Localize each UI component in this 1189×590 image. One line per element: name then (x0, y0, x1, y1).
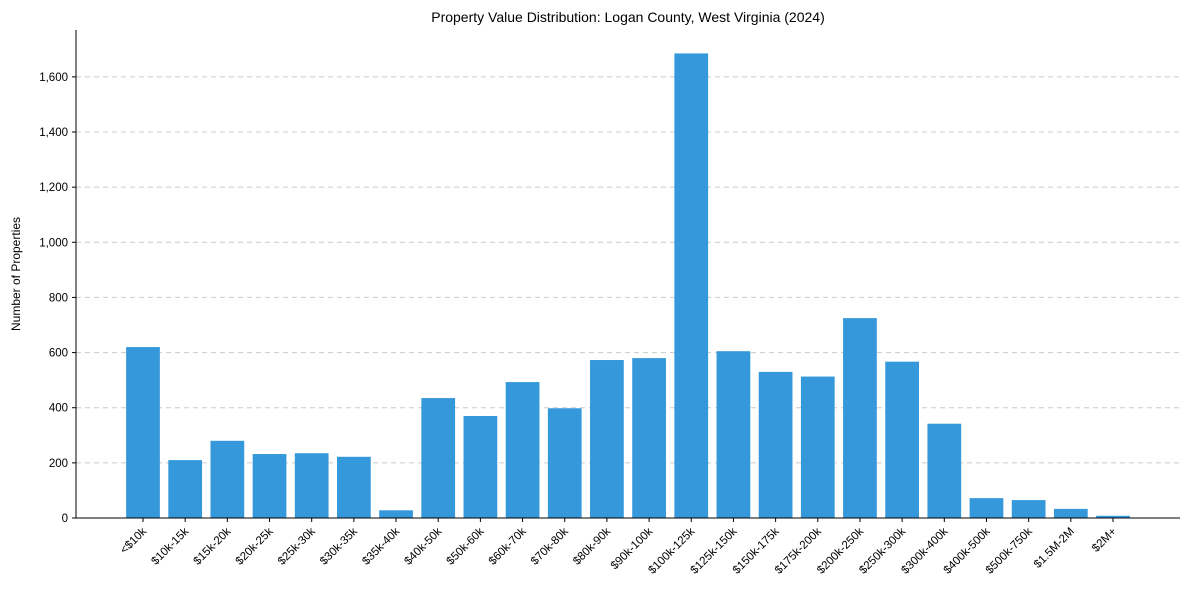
x-tick-label: $35k-40k (360, 525, 402, 567)
y-tick-label: 1,000 (39, 237, 68, 249)
grid-lines (76, 76, 1180, 464)
y-tick-label: 600 (49, 348, 68, 360)
x-tick-label: $1.5M-2M (1032, 526, 1077, 571)
bar (463, 415, 498, 518)
bar (421, 398, 456, 518)
bar (800, 376, 835, 518)
bar (337, 456, 371, 518)
bar (674, 53, 709, 518)
x-tick-label: $60k-70k (487, 525, 529, 567)
bar (969, 498, 1004, 518)
x-tick-label: $30k-35k (318, 525, 360, 567)
y-tick-label: 400 (49, 403, 68, 415)
bar (632, 358, 666, 518)
x-tick-label: $10k-15k (149, 525, 191, 567)
chart-title: Property Value Distribution: Logan Count… (431, 9, 825, 25)
bars (126, 53, 1130, 518)
x-tick-label: $40k-50k (402, 525, 444, 567)
y-tick-label: 200 (49, 458, 68, 470)
bar (885, 361, 919, 518)
bar (126, 347, 160, 518)
x-tick-label: $80k-90k (571, 525, 613, 567)
x-tick-label: $2M+ (1090, 525, 1119, 554)
bar (927, 423, 962, 518)
y-ticks: 0 200 400 600 800 1,000 1,200 1,400 1,600 (39, 72, 76, 525)
bar (590, 360, 624, 518)
bar (1011, 500, 1046, 518)
x-tick-label: $70k-80k (529, 525, 571, 567)
bar (379, 510, 413, 518)
bar (758, 371, 793, 518)
y-tick-label: 1,400 (39, 127, 68, 139)
bar (843, 318, 877, 518)
bar (1096, 515, 1130, 518)
bar (1053, 508, 1088, 518)
y-tick-label: 1,600 (39, 72, 68, 84)
bar (716, 351, 751, 518)
y-tick-label: 800 (49, 292, 68, 304)
x-tick-label: $25k-30k (276, 525, 318, 567)
x-tick-label: $15k-20k (192, 525, 234, 567)
y-tick-label: 0 (62, 513, 68, 525)
axes (75, 30, 1180, 519)
y-tick-label: 1,200 (39, 182, 68, 194)
bar (505, 382, 540, 518)
bar (168, 460, 203, 518)
x-tick-label: <$10k (118, 525, 149, 556)
bar (294, 453, 329, 518)
bar (547, 408, 582, 518)
bar (252, 454, 287, 518)
x-tick-label: $20k-25k (234, 525, 276, 567)
y-axis-label: Number of Properties (9, 217, 23, 331)
x-ticks: <$10k $10k-15k $15k-20k $20k-25k $25k-30k $30… (118, 518, 1119, 577)
bar (210, 440, 245, 518)
x-tick-label: $50k-60k (445, 525, 487, 567)
